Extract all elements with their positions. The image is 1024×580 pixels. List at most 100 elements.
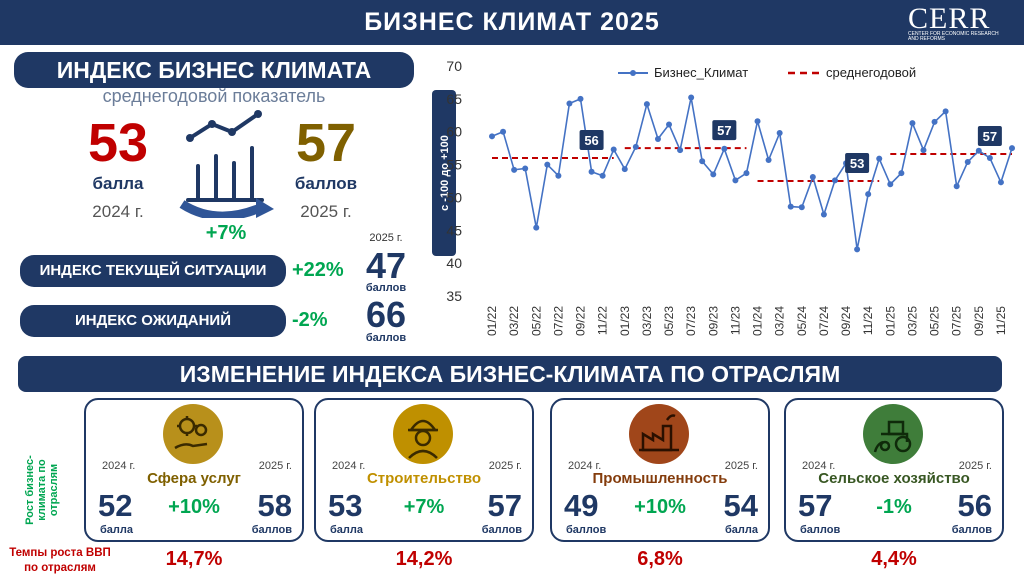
x-tick-label: 09/24 — [839, 306, 853, 336]
series-point — [621, 166, 628, 173]
series-point — [577, 95, 584, 102]
sector-year-2: 2025 г. — [724, 460, 758, 472]
sector-name: Строительство — [366, 470, 482, 487]
subindex-year: 2025 г. — [369, 232, 403, 244]
x-tick-label: 07/25 — [950, 306, 964, 336]
index-2025-year: 2025 г. — [300, 202, 352, 221]
average-label-box — [977, 126, 1002, 147]
sector-unit-2025: балла — [724, 524, 758, 536]
series-point — [688, 94, 695, 101]
series-point — [566, 100, 573, 107]
x-tick-label: 11/22 — [596, 306, 610, 335]
series-point — [710, 171, 717, 178]
gdp-growth-services: 14,7% — [165, 548, 223, 570]
expectations-change: -2% — [292, 309, 328, 331]
x-tick-label: 07/23 — [684, 306, 698, 336]
sector-card-construction: 2024 г. 2025 г. Строительство 53 +7% 57 … — [314, 398, 534, 542]
x-tick-label: 09/25 — [972, 306, 986, 336]
sectors-banner: ИЗМЕНЕНИЕ ИНДЕКСА БИЗНЕС-КЛИМАТА ПО ОТРА… — [18, 356, 1002, 392]
index-2024-year: 2024 г. — [92, 202, 144, 221]
index-2024-unit: балла — [92, 174, 144, 193]
sector-change: +10% — [634, 496, 686, 518]
legend-marker-series — [630, 70, 636, 76]
y-tick-label: 40 — [446, 255, 462, 271]
series-point — [555, 172, 562, 179]
header-bar — [0, 0, 1024, 45]
x-tick-label: 03/24 — [773, 306, 787, 336]
sector-change: +7% — [403, 496, 445, 518]
x-tick-label: 05/25 — [928, 306, 942, 336]
y-tick-label: 45 — [446, 222, 462, 238]
current-situation-value: 47 — [365, 245, 407, 286]
x-tick-label: 07/24 — [817, 306, 831, 336]
series-point — [588, 168, 595, 175]
series-point — [765, 156, 772, 163]
y-tick-label: 60 — [446, 124, 462, 140]
cerr-logo: CERR CENTER FOR ECONOMIC RESEARCH AND RE… — [900, 2, 1020, 43]
logo-text: CERR — [908, 2, 991, 35]
current-situation-unit: баллов — [365, 282, 407, 294]
series-point — [787, 203, 794, 210]
sector-unit-2024: балла — [100, 524, 134, 536]
sector-value-2025: 56 — [957, 488, 992, 523]
series-point — [776, 130, 783, 137]
sector-unit-2024: балла — [330, 524, 364, 536]
legend-series-label: Бизнес_Климат — [654, 65, 748, 80]
y-axis-title: с -100 до +100 — [439, 135, 451, 211]
x-tick-label: 11/23 — [728, 306, 742, 335]
chart-legend: Бизнес_Климат среднегодовой — [618, 65, 916, 80]
sector-year-2: 2025 г. — [488, 460, 522, 472]
series-point — [942, 108, 949, 115]
y-tick-label: 70 — [446, 58, 462, 74]
business-climate-chart: с -100 до +100 35 40 45 50 55 60 65 70 01/22 03/… — [432, 58, 1015, 336]
gears-hand-icon — [163, 404, 223, 464]
y-axis-title-box — [432, 90, 456, 256]
sector-year-2: 2025 г. — [258, 460, 292, 472]
series-point — [754, 118, 761, 125]
series-point — [975, 147, 982, 154]
y-tick-label: 65 — [446, 91, 462, 107]
series-point — [798, 204, 805, 211]
index-2025-unit: баллов — [294, 174, 358, 193]
series-point — [522, 165, 529, 172]
sectors-side-label: Рост бизнес-климата по отраслям — [24, 455, 60, 525]
x-tick-label: 05/24 — [795, 306, 809, 336]
series-point — [654, 135, 661, 142]
logo-subtitle: CENTER FOR ECONOMIC RESEARCH AND REFORMS — [908, 31, 999, 42]
series-point — [820, 211, 827, 218]
sector-year-1: 2024 г. — [802, 460, 836, 472]
x-tick-label: 09/23 — [706, 306, 720, 336]
series-group — [489, 94, 1015, 253]
expectations-value: 66 — [365, 294, 407, 335]
series-point — [865, 191, 872, 198]
current-situation-label: ИНДЕКС ТЕКУЩЕЙ СИТУАЦИИ — [20, 255, 286, 287]
series-point — [489, 133, 495, 140]
series-point — [699, 158, 706, 165]
average-label: 53 — [850, 156, 864, 171]
x-tick-label: 03/22 — [507, 306, 521, 336]
sector-unit-2024: баллов — [566, 524, 607, 536]
sector-unit-2025: баллов — [951, 524, 992, 536]
sector-name: Сельское хозяйство — [818, 470, 970, 487]
series-point — [533, 224, 540, 231]
gdp-growth-label: Темпы роста ВВП по отраслям — [9, 547, 111, 574]
series-point — [632, 143, 639, 150]
sector-name: Сфера услуг — [147, 470, 241, 487]
x-tick-label: 01/24 — [751, 306, 765, 336]
series-point — [610, 146, 617, 153]
y-tick-label: 50 — [446, 189, 462, 205]
series-point — [964, 158, 971, 165]
index-change: +7% — [205, 222, 247, 244]
sector-value-2024: 53 — [328, 488, 363, 523]
builder-icon — [393, 404, 453, 464]
x-tick-label: 09/22 — [574, 306, 588, 336]
y-tick-label: 35 — [446, 288, 462, 304]
index-banner: ИНДЕКС БИЗНЕС КЛИМАТА — [14, 52, 414, 88]
y-axis-ticks: 35 40 45 50 55 60 65 70 — [446, 58, 462, 304]
series-point — [809, 174, 816, 181]
series-point — [732, 177, 739, 184]
series-point — [1009, 145, 1015, 152]
sector-card-agriculture: 2024 г. 2025 г. Сельское хозяйство 57 -1… — [784, 398, 1004, 542]
x-tick-label: 05/23 — [662, 306, 676, 336]
gdp-growth-agriculture: 4,4% — [871, 548, 917, 570]
